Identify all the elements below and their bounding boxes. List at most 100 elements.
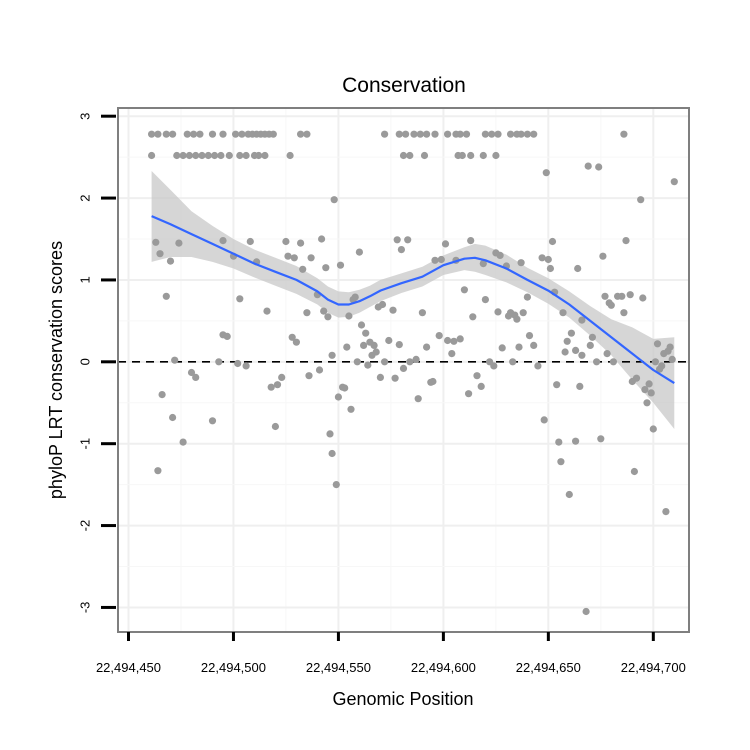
data-point (525, 332, 534, 340)
data-point (179, 438, 187, 446)
data-point (618, 292, 626, 300)
data-point (666, 343, 674, 351)
data-point (622, 237, 630, 245)
data-point (534, 362, 542, 370)
data-point (467, 151, 475, 160)
data-point (154, 130, 162, 138)
y-tick-label: 0 (77, 358, 92, 365)
data-point (639, 294, 647, 302)
data-point (345, 312, 353, 320)
data-point (494, 308, 502, 316)
data-point (418, 309, 426, 317)
data-point (269, 130, 277, 138)
y-tick-label: 2 (77, 194, 92, 201)
chart-title: Conservation (342, 74, 466, 97)
data-point (198, 151, 206, 160)
y-tick-label: -1 (77, 438, 92, 450)
axes: 22,494,450 22,494,500 22,494,550 22,494,600… (77, 113, 685, 675)
data-point (586, 341, 594, 349)
data-point (187, 368, 196, 377)
data-point (255, 151, 263, 160)
data-point (574, 264, 582, 273)
data-point (496, 251, 504, 259)
data-point (192, 151, 200, 160)
data-point (626, 291, 634, 299)
data-point (479, 260, 487, 268)
data-point (481, 130, 489, 138)
data-point (381, 130, 389, 138)
data-point (515, 343, 523, 351)
data-point (303, 130, 311, 138)
data-point (578, 351, 586, 359)
data-point (336, 261, 345, 269)
data-point (263, 307, 271, 315)
data-point (431, 256, 439, 264)
data-point (555, 438, 563, 446)
data-point (236, 151, 244, 160)
data-point (292, 338, 300, 346)
data-point (211, 151, 219, 160)
data-point (599, 252, 607, 260)
data-point (318, 235, 326, 243)
data-point (208, 417, 217, 425)
data-point (412, 355, 420, 363)
data-point (402, 130, 410, 138)
data-point (322, 264, 330, 272)
data-point (488, 130, 496, 138)
data-point (651, 358, 660, 366)
data-point (662, 508, 670, 516)
data-point (185, 151, 193, 160)
data-point (166, 257, 175, 265)
data-point (362, 329, 370, 337)
data-point (420, 151, 429, 160)
data-point (423, 130, 431, 138)
data-point (328, 449, 336, 458)
data-point (540, 416, 548, 424)
data-point (620, 130, 628, 138)
data-point (297, 239, 305, 247)
data-point (343, 343, 351, 351)
data-point (290, 254, 298, 262)
data-point (567, 329, 576, 337)
smooth-line-layer (151, 215, 675, 385)
data-point (397, 246, 405, 254)
data-point (517, 259, 525, 267)
data-point (360, 341, 368, 349)
data-point (477, 382, 485, 390)
data-point (630, 467, 639, 476)
data-point (190, 130, 198, 138)
data-point (572, 437, 580, 445)
data-point (347, 405, 355, 413)
data-point (173, 151, 181, 160)
data-point (395, 130, 403, 138)
data-point (519, 309, 527, 317)
data-point (332, 481, 340, 489)
data-point (341, 384, 349, 392)
data-point (328, 351, 336, 359)
data-point (441, 240, 450, 248)
data-point (490, 362, 498, 370)
data-point (601, 292, 609, 300)
data-point (355, 248, 363, 256)
data-point (225, 151, 233, 160)
data-point (658, 362, 666, 370)
x-tick-label: 22,494,650 (516, 660, 581, 675)
data-point (641, 386, 649, 394)
x-axis-label: Genomic Position (332, 689, 473, 709)
data-point (395, 341, 403, 349)
data-point (494, 130, 502, 138)
data-point (242, 151, 250, 160)
y-tick-label: 1 (77, 276, 92, 283)
data-point (152, 238, 160, 246)
data-point (582, 607, 590, 616)
data-point (391, 374, 399, 382)
data-point (588, 333, 597, 341)
data-point (509, 358, 517, 366)
data-point (282, 237, 290, 246)
data-point (372, 348, 380, 356)
data-point (315, 366, 324, 374)
data-point (448, 350, 456, 358)
data-point (148, 151, 156, 160)
data-point (414, 395, 422, 403)
